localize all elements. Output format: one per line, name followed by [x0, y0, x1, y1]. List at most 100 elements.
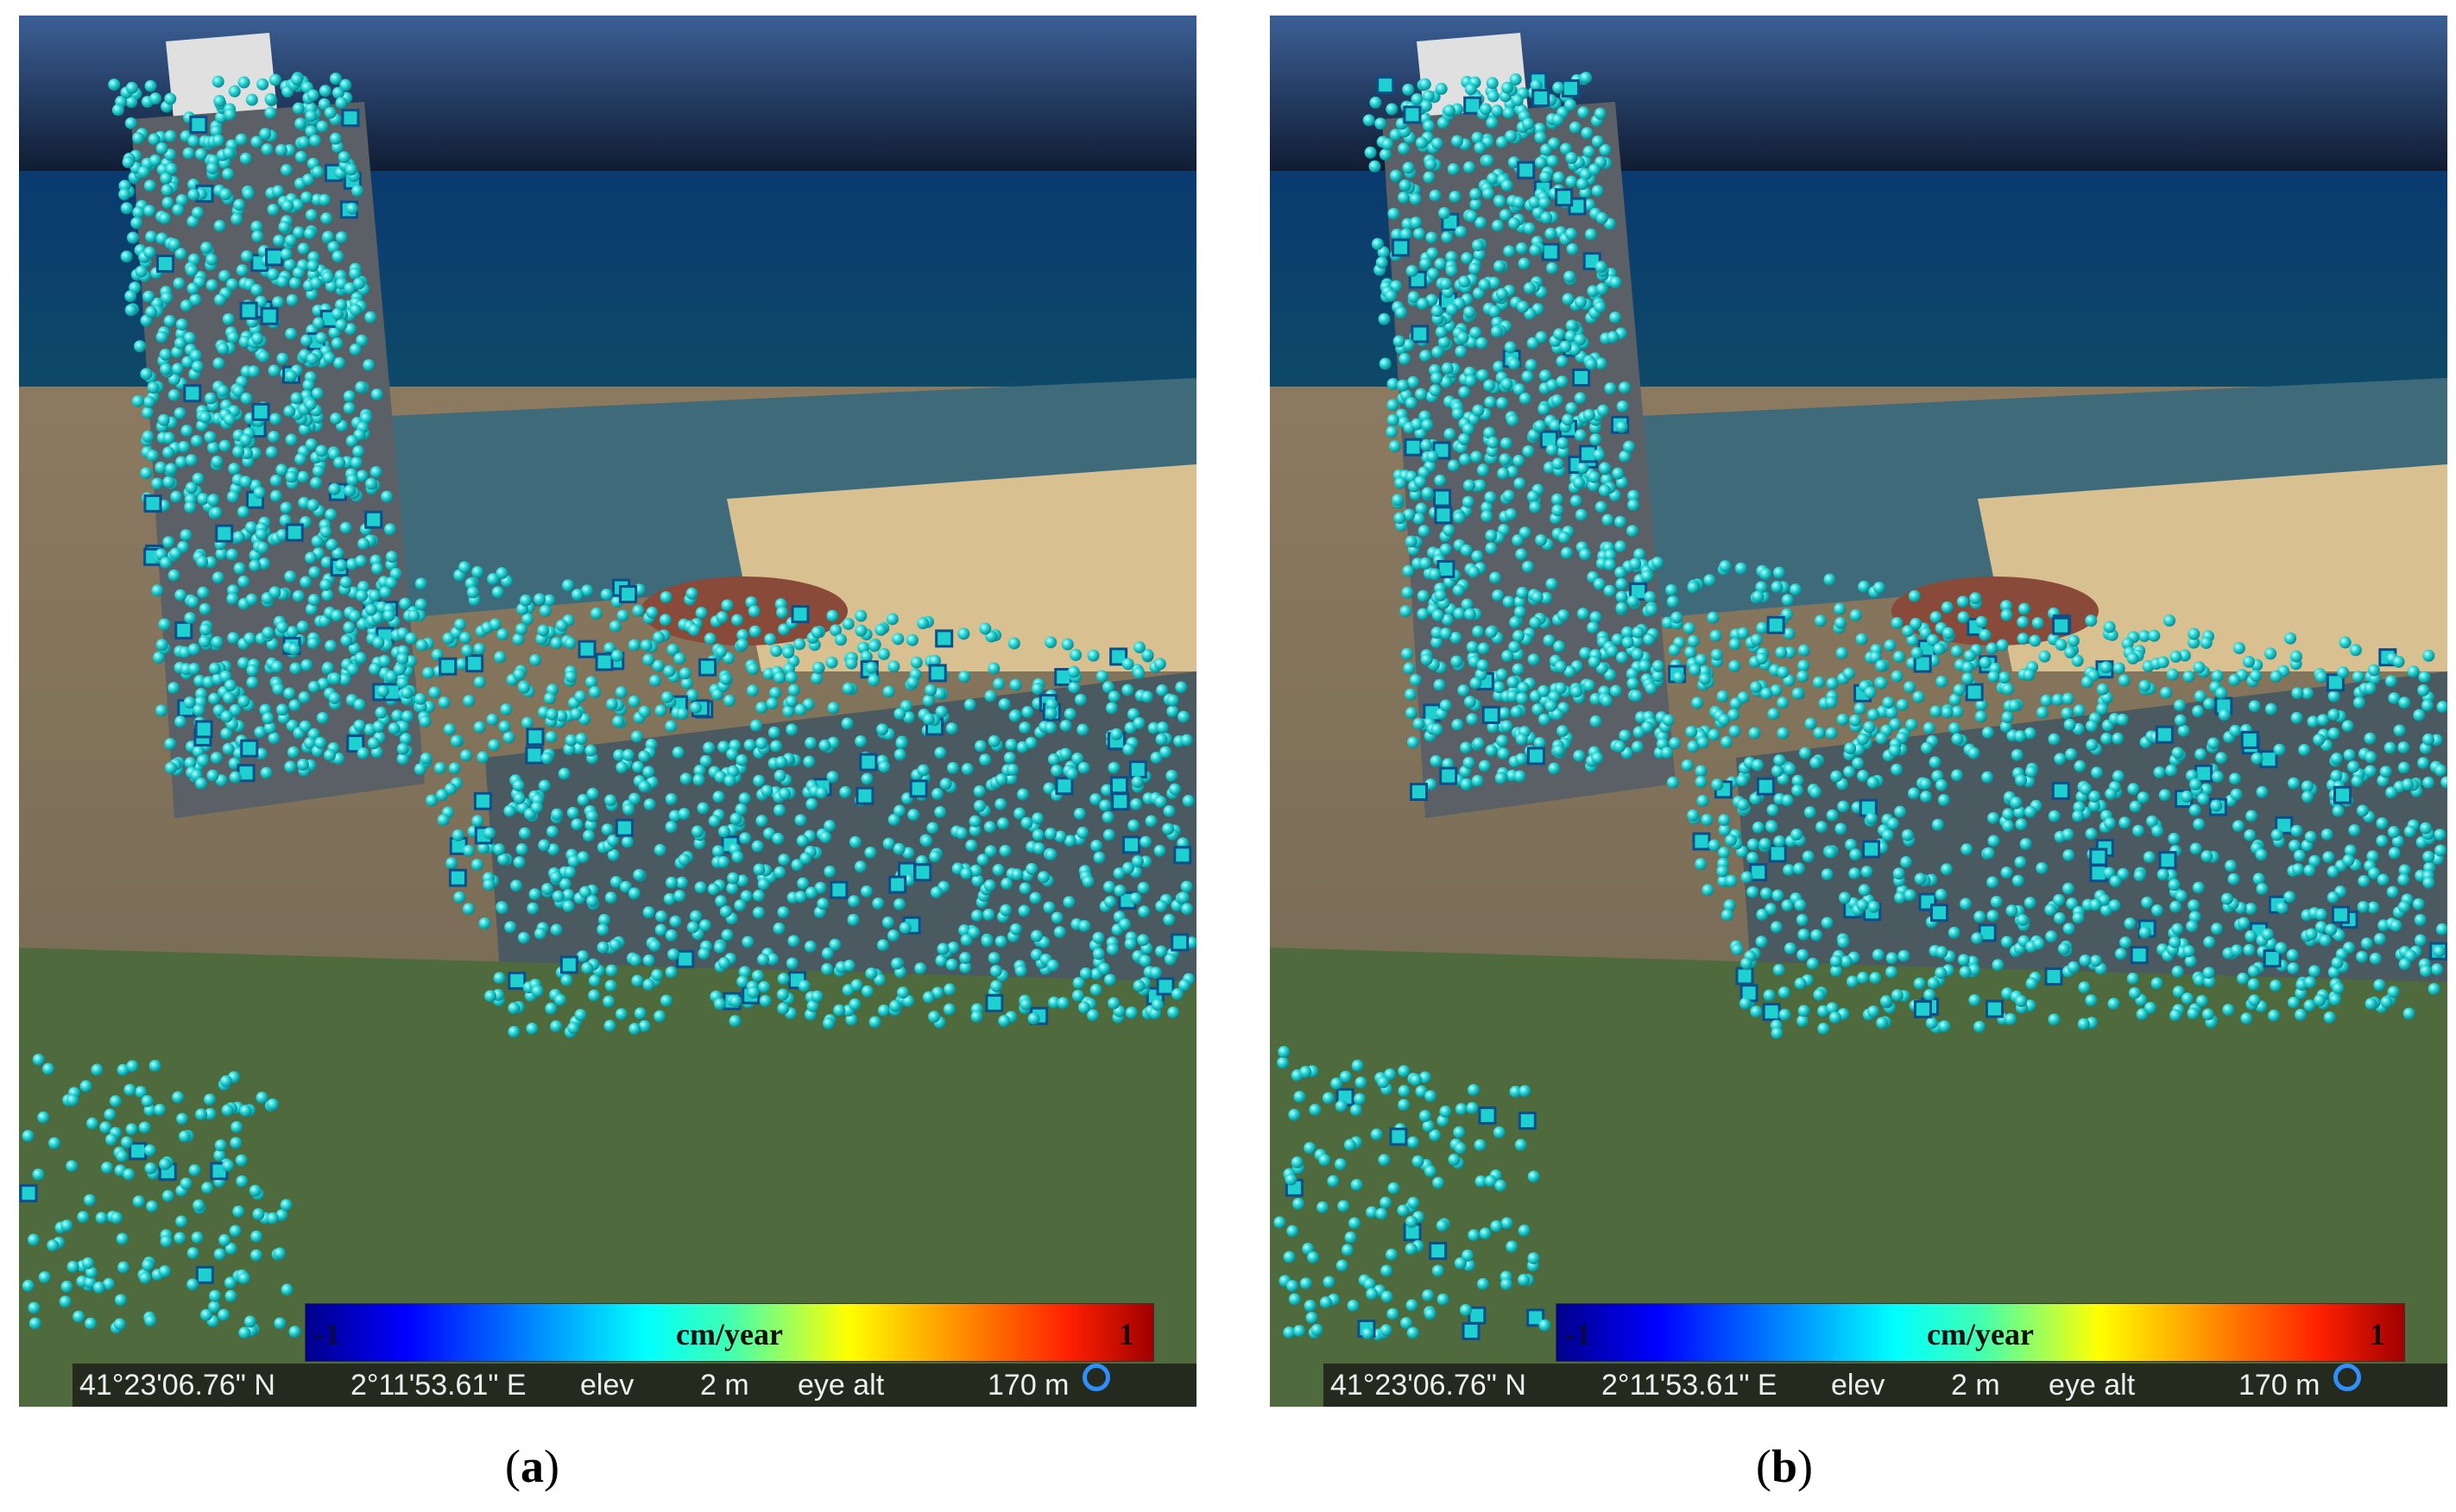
ps-point	[1595, 211, 1608, 224]
ps-point	[213, 219, 226, 232]
ps-point	[2193, 973, 2206, 986]
ps-point	[2189, 842, 2202, 855]
ps-point	[2314, 921, 2327, 934]
ps-point	[1371, 237, 1384, 250]
ps-point	[2402, 778, 2415, 791]
ps-point	[560, 973, 573, 986]
ps-point	[1133, 641, 1146, 654]
ps-point	[970, 909, 983, 922]
ps-point	[1513, 770, 1526, 783]
ps-square-point	[1392, 238, 1411, 257]
ps-point	[222, 167, 235, 180]
ps-point	[253, 486, 266, 499]
ps-square-point	[1517, 161, 1536, 180]
ps-square-point	[2158, 851, 2177, 870]
ps-point	[1759, 568, 1772, 581]
ps-point	[1849, 608, 1862, 621]
ps-point	[1518, 1085, 1531, 1098]
ps-point	[2107, 998, 2120, 1011]
ps-point	[173, 277, 186, 290]
ps-point	[581, 961, 594, 974]
ps-point	[603, 642, 616, 655]
ps-point	[322, 230, 335, 243]
ps-point	[864, 847, 877, 860]
ps-point	[577, 851, 590, 864]
ps-point	[1474, 1175, 1487, 1188]
ps-point	[708, 815, 721, 828]
ps-point	[388, 722, 401, 735]
ps-point	[1522, 117, 1535, 130]
ps-point	[2171, 923, 2184, 936]
ps-point	[1341, 1244, 1354, 1257]
ps-point	[1957, 611, 1970, 624]
ps-point	[1626, 595, 1639, 608]
ps-point	[748, 625, 761, 638]
ps-point	[551, 808, 564, 821]
ps-point	[1139, 954, 1152, 967]
ps-point	[1420, 438, 1433, 451]
ps-square-point	[1404, 438, 1423, 457]
ps-point	[1935, 778, 1948, 791]
ps-point	[785, 671, 798, 684]
ps-point	[218, 269, 231, 282]
ps-point	[232, 1205, 245, 1218]
ps-point	[1604, 549, 1617, 562]
ps-point	[2029, 634, 2042, 647]
ps-point	[1734, 562, 1747, 575]
ps-square-point	[1862, 840, 1881, 859]
ps-square-point	[2259, 750, 2278, 769]
ps-point	[2407, 665, 2420, 678]
ps-point	[1392, 494, 1405, 507]
ps-point	[1804, 717, 1817, 730]
ps-point	[963, 698, 976, 711]
ps-point	[1099, 799, 1112, 812]
ps-point	[855, 735, 868, 748]
ps-point	[2434, 828, 2447, 841]
ps-point	[174, 337, 186, 350]
ps-point	[116, 1150, 129, 1162]
ps-square-point	[855, 786, 874, 805]
ps-point	[2128, 986, 2141, 999]
ps-point	[280, 248, 293, 261]
ps-point	[1535, 533, 1548, 546]
ps-point	[2368, 866, 2381, 879]
ps-point	[1771, 765, 1784, 778]
ps-point	[729, 1015, 742, 1028]
ps-point	[540, 752, 553, 765]
ps-point	[268, 431, 281, 444]
ps-point	[120, 202, 133, 215]
ps-point	[261, 143, 274, 156]
ps-point	[2132, 824, 2145, 837]
ps-point	[1626, 677, 1639, 690]
ps-point	[1973, 1020, 1986, 1033]
ps-point	[275, 1208, 288, 1221]
ps-square-point	[2155, 725, 2174, 744]
map-panel-a[interactable]: -1 cm/year 1 41°23'06.76" N 2°11'53.61" …	[19, 16, 1196, 1407]
ps-point	[1941, 706, 1954, 719]
ps-point	[2293, 849, 2306, 862]
ps-point	[981, 935, 994, 948]
ps-point	[1953, 684, 1966, 696]
ps-point	[2158, 789, 2171, 802]
ps-point	[531, 985, 544, 998]
ps-point	[264, 106, 277, 119]
ps-point	[382, 609, 395, 622]
ps-point	[699, 754, 712, 767]
ps-point	[1981, 771, 1994, 784]
ps-point	[529, 653, 542, 666]
ps-point	[1687, 740, 1700, 753]
ps-point	[2255, 848, 2268, 861]
ps-point	[842, 617, 855, 630]
ps-point	[212, 357, 225, 370]
ps-point	[928, 654, 941, 667]
ps-point	[1718, 823, 1731, 836]
ps-point	[646, 606, 659, 619]
ps-point	[331, 250, 344, 263]
map-panel-b[interactable]: -1 cm/year 1 41°23'06.76" N 2°11'53.61" …	[1270, 16, 2447, 1407]
ps-point	[328, 482, 341, 495]
ps-point	[164, 148, 177, 161]
ps-point	[1457, 432, 1470, 445]
ps-point	[868, 1016, 881, 1029]
ps-point	[1763, 989, 1776, 1002]
ps-point	[236, 1175, 249, 1188]
